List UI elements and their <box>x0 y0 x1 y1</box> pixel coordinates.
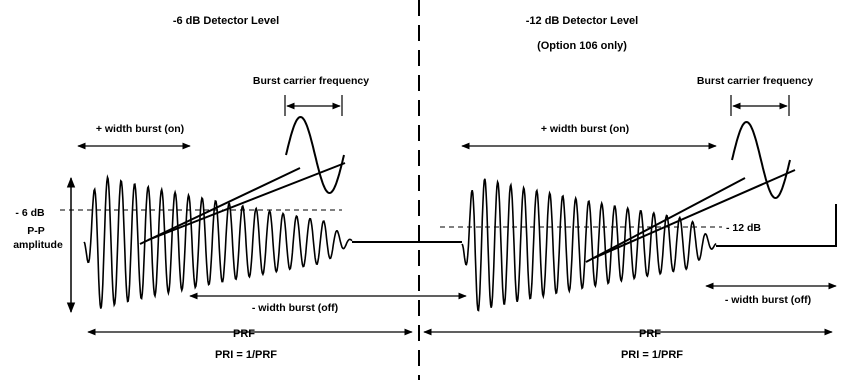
left-amplitude-label-1: P-P <box>27 225 45 237</box>
left-pri-label: PRI = 1/PRF <box>215 349 277 361</box>
left-zoom-line-lower <box>147 162 346 241</box>
left-carrier-cycle <box>285 115 345 195</box>
right-baseline-out <box>716 204 837 247</box>
left-prf-label: PRF <box>233 328 255 340</box>
right-prf-label: PRF <box>639 328 661 340</box>
right-title-2: (Option 106 only) <box>537 40 627 52</box>
left-burst-carrier-label: Burst carrier frequency <box>253 75 369 87</box>
left-amplitude-label-2: amplitude <box>13 239 63 251</box>
left-db-marker: - 6 dB <box>15 207 45 219</box>
left-width-off-label: - width burst (off) <box>252 302 338 314</box>
right-carrier-cycle <box>731 120 791 200</box>
right-db-marker: - 12 dB <box>726 222 761 234</box>
right-width-on-label: + width burst (on) <box>541 123 629 135</box>
right-width-off-label: - width burst (off) <box>725 294 811 306</box>
left-title: -6 dB Detector Level <box>173 15 279 27</box>
right-burst-carrier-label: Burst carrier frequency <box>697 75 813 87</box>
right-title-1: -12 dB Detector Level <box>526 15 638 27</box>
right-burst-waveform <box>461 178 717 312</box>
right-zoom-line-lower <box>593 169 796 259</box>
right-zoom-line-upper <box>585 177 746 263</box>
left-zoom-line-upper <box>139 167 301 245</box>
left-burst-waveform <box>83 174 353 309</box>
right-pri-label: PRI = 1/PRF <box>621 349 683 361</box>
left-width-on-label: + width burst (on) <box>96 123 184 135</box>
